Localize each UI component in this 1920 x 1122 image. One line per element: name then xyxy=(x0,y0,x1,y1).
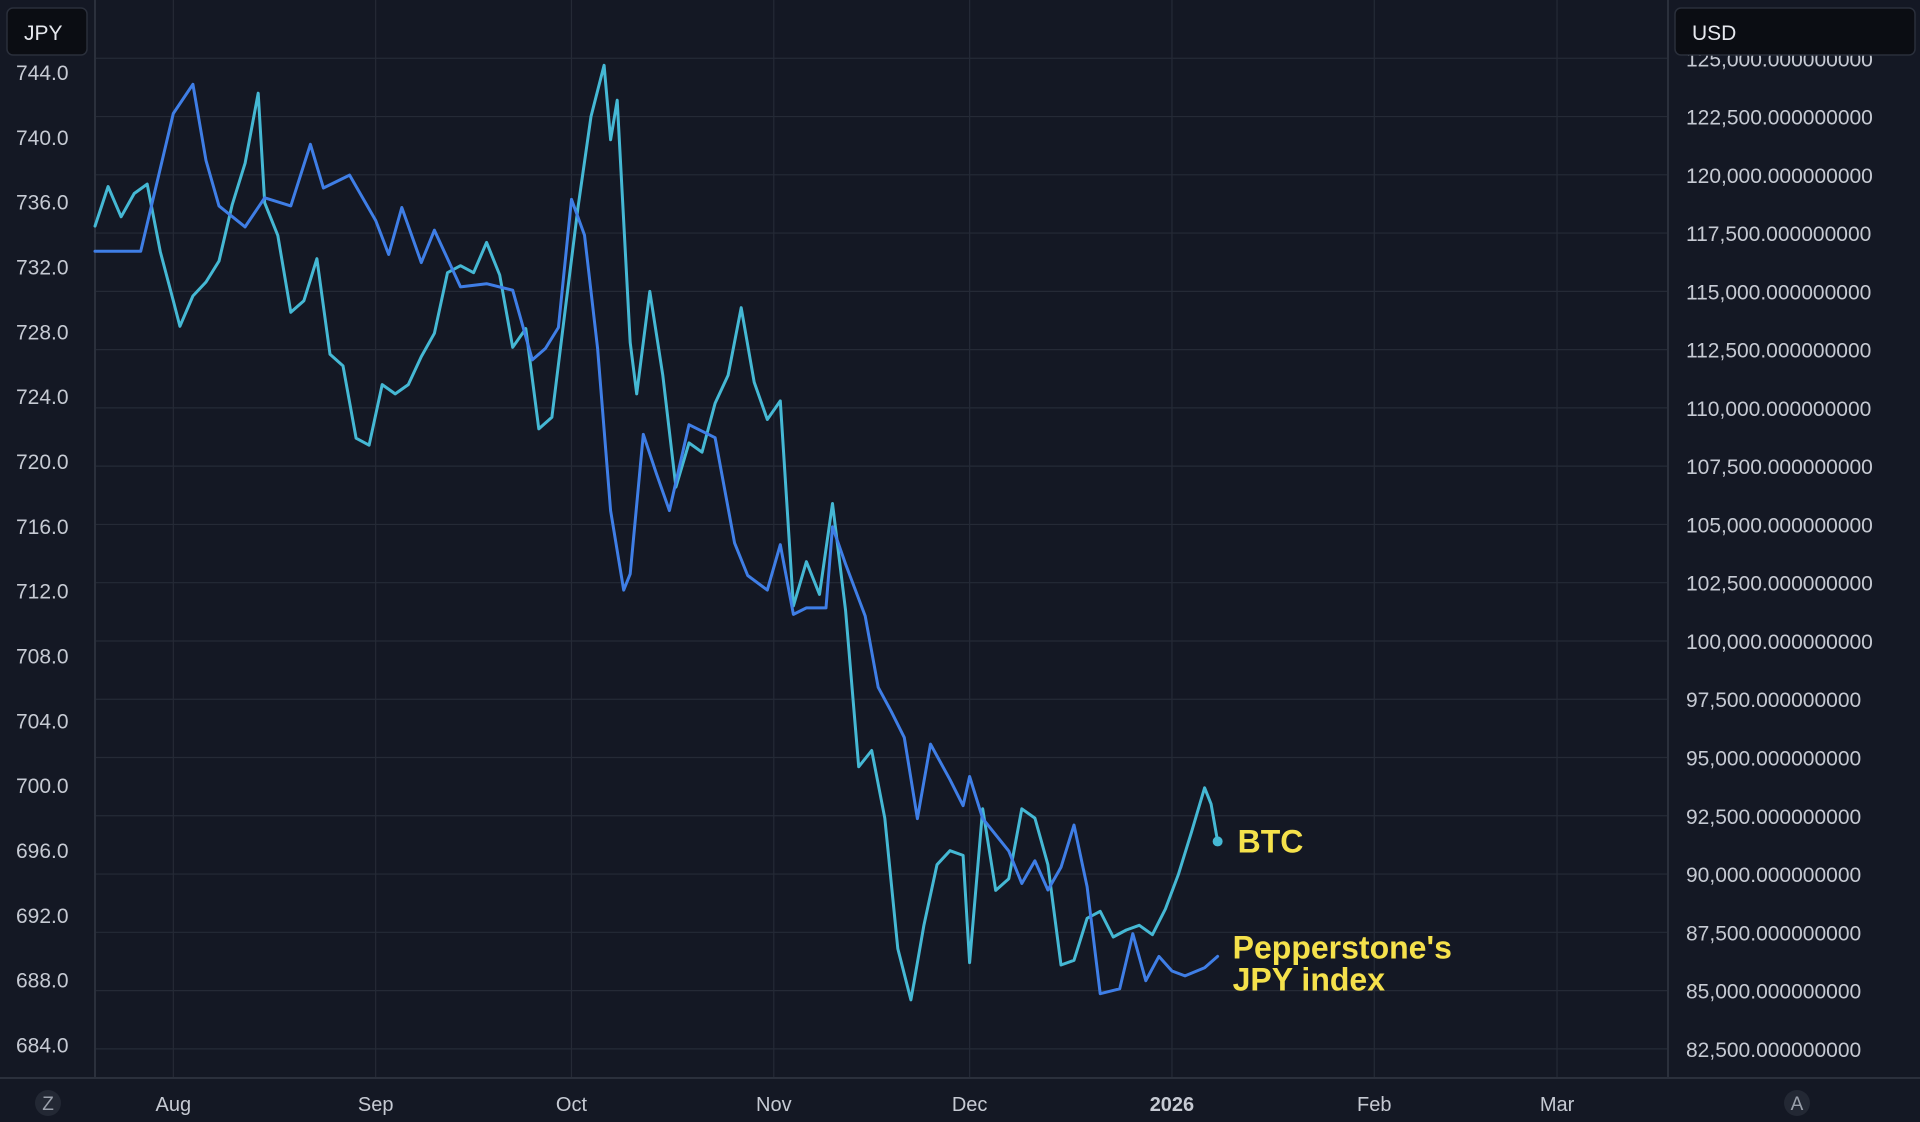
right-tick-label: 85,000.000000000 xyxy=(1686,981,1861,1004)
x-tick-label: Feb xyxy=(1357,1094,1391,1116)
jpy-index-annotation-line: JPY index xyxy=(1233,961,1386,997)
jpy-index-annotation-line: Pepperstone's xyxy=(1233,929,1452,965)
x-tick-label: Mar xyxy=(1540,1094,1575,1116)
left-tick-label: 704.0 xyxy=(16,710,69,733)
right-tick-label: 110,000.000000000 xyxy=(1686,398,1871,421)
left-tick-label: 700.0 xyxy=(16,775,69,798)
zoom-button[interactable]: Z xyxy=(35,1090,61,1116)
x-axis-ticks: Aug Sep Oct Nov Dec 2026 Feb Mar xyxy=(156,1094,1575,1116)
left-tick-label: 692.0 xyxy=(16,905,69,928)
right-tick-label: 107,500.000000000 xyxy=(1686,456,1873,479)
btc-annotation: BTC xyxy=(1238,823,1304,859)
left-tick-label: 744.0 xyxy=(16,62,69,85)
left-tick-label: 732.0 xyxy=(16,256,69,279)
btc-line xyxy=(93,63,1220,1002)
right-tick-label: 115,000.000000000 xyxy=(1686,281,1871,304)
left-tick-label: 740.0 xyxy=(16,127,69,150)
left-tick-label: 712.0 xyxy=(16,581,69,604)
right-tick-label: 95,000.000000000 xyxy=(1686,748,1861,771)
right-tick-label: 105,000.000000000 xyxy=(1686,514,1873,537)
auto-scale-button-label: A xyxy=(1791,1094,1804,1115)
right-tick-label: 120,000.000000000 xyxy=(1686,165,1873,188)
right-tick-label: 122,500.000000000 xyxy=(1686,107,1873,130)
left-tick-label: 688.0 xyxy=(16,970,69,993)
right-unit-box[interactable]: USD xyxy=(1674,7,1916,56)
left-tick-label: 736.0 xyxy=(16,192,69,215)
right-tick-label: 82,500.000000000 xyxy=(1686,1039,1861,1062)
jpy-index-line xyxy=(93,82,1220,996)
left-unit-box[interactable]: JPY xyxy=(6,7,88,56)
frame-layer xyxy=(0,0,1920,1079)
left-unit-label: JPY xyxy=(24,22,63,45)
x-tick-label: Dec xyxy=(952,1094,988,1116)
zoom-button-label: Z xyxy=(42,1094,54,1115)
right-tick-label: 100,000.000000000 xyxy=(1686,631,1873,654)
x-tick-label: Aug xyxy=(156,1094,192,1116)
right-tick-label: 112,500.000000000 xyxy=(1686,340,1871,363)
x-tick-label: Nov xyxy=(756,1094,792,1116)
series-layer xyxy=(93,63,1223,1002)
x-tick-label: 2026 xyxy=(1150,1094,1195,1116)
right-unit-label: USD xyxy=(1692,22,1736,45)
btc-endpoint-dot xyxy=(1212,836,1223,847)
right-tick-label: 102,500.000000000 xyxy=(1686,573,1873,596)
left-tick-label: 716.0 xyxy=(16,516,69,539)
x-tick-label: Sep xyxy=(358,1094,394,1116)
right-tick-label: 117,500.000000000 xyxy=(1686,223,1871,246)
left-tick-label: 724.0 xyxy=(16,386,69,409)
right-tick-label: 87,500.000000000 xyxy=(1686,922,1861,945)
x-tick-label: Oct xyxy=(556,1094,588,1116)
left-tick-label: 696.0 xyxy=(16,840,69,863)
left-tick-label: 728.0 xyxy=(16,321,69,344)
auto-scale-button[interactable]: A xyxy=(1784,1090,1810,1116)
left-tick-label: 708.0 xyxy=(16,646,69,669)
left-axis-ticks: 744.0 740.0 736.0 732.0 728.0 724.0 720.0 716.0… xyxy=(16,62,69,1058)
left-tick-label: 720.0 xyxy=(16,451,69,474)
left-tick-label: 684.0 xyxy=(16,1035,69,1058)
grid-layer xyxy=(95,0,1668,1078)
right-tick-label: 90,000.000000000 xyxy=(1686,864,1861,887)
right-tick-label: 97,500.000000000 xyxy=(1686,689,1861,712)
right-tick-label: 92,500.000000000 xyxy=(1686,806,1861,829)
